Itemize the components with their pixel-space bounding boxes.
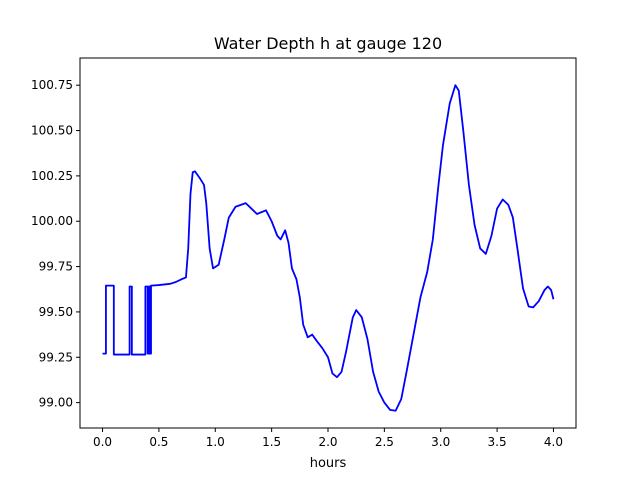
y-tick-label: 99.50 (39, 305, 73, 319)
x-axis-label: hours (310, 456, 347, 471)
x-axis-ticks: 0.0 0.5 1.0 1.5 2.0 2.5 3.0 3.5 4.0 (93, 428, 563, 449)
y-tick-label: 100.00 (31, 214, 73, 228)
x-tick-label: 0.0 (93, 435, 112, 449)
y-axis-ticks: 99.00 99.25 99.50 99.75 100.00 100.25 100.50 10… (31, 78, 80, 410)
y-tick-label: 99.75 (39, 260, 73, 274)
y-tick-label: 100.75 (31, 78, 73, 92)
y-tick-label: 100.50 (31, 124, 73, 138)
chart-title: Water Depth h at gauge 120 (214, 34, 442, 53)
series-line (102, 84, 555, 412)
x-tick-label: 4.0 (544, 435, 563, 449)
y-tick-label: 99.00 (39, 396, 73, 410)
x-tick-label: 0.5 (149, 435, 168, 449)
x-tick-label: 3.0 (431, 435, 450, 449)
x-tick-label: 1.5 (262, 435, 281, 449)
y-tick-label: 100.25 (31, 169, 73, 183)
x-tick-label: 2.5 (375, 435, 394, 449)
x-tick-label: 3.5 (488, 435, 507, 449)
x-tick-label: 2.0 (318, 435, 337, 449)
x-tick-label: 1.0 (206, 435, 225, 449)
y-tick-label: 99.25 (39, 350, 73, 364)
plot-area-frame (79, 57, 577, 429)
